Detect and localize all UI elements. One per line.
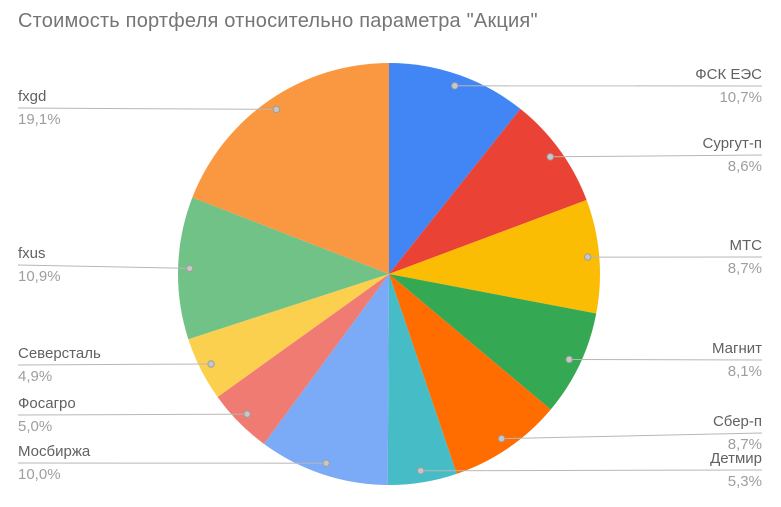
slice-label-percent-Детмир: 5,3%: [727, 473, 762, 490]
slice-label-percent-Мосбиржа: 10,0%: [18, 466, 61, 483]
leader-dot-Сургут-п: [546, 153, 554, 161]
leader-dot-Сбер-п: [497, 434, 506, 443]
pie-slice-Сбер-п[interactable]: [389, 274, 551, 474]
pie-slice-ФСК ЕЭС[interactable]: [389, 63, 521, 274]
leader-dot-Фосагро: [243, 410, 251, 418]
pie-slice-Магнит[interactable]: [389, 274, 597, 410]
slice-label-name-Сургут-п: Сургут-п: [702, 135, 762, 152]
chart-title: Стоимость портфеля относительно параметр…: [18, 10, 538, 32]
pie-slice-fxus[interactable]: [178, 197, 389, 340]
pie-slice-Сургут-п[interactable]: [389, 108, 587, 274]
slice-label-name-ФСК ЕЭС: ФСК ЕЭС: [695, 66, 762, 83]
slice-label-name-МТС: МТС: [729, 237, 763, 254]
slice-label-name-Северсталь: Северсталь: [18, 345, 101, 362]
leader-line-fxgd: [17, 107, 277, 110]
pie-slice-fxgd[interactable]: [192, 63, 389, 274]
leader-dot-ФСК ЕЭС: [451, 82, 459, 90]
slice-label-name-fxgd: fxgd: [18, 88, 47, 105]
leader-dot-fxus: [186, 264, 194, 273]
pie-slice-МТС[interactable]: [389, 200, 600, 314]
leader-line-Сбер-п: [501, 432, 763, 440]
leader-line-fxus: [17, 264, 190, 269]
pie-slice-Северсталь[interactable]: [188, 274, 389, 397]
pie-slice-Мосбиржа[interactable]: [263, 274, 389, 485]
slice-label-percent-МТС: 8,7%: [727, 260, 762, 277]
slice-label-percent-fxus: 10,9%: [18, 268, 61, 285]
leader-line-Детмир: [420, 469, 763, 472]
leader-dot-fxgd: [272, 105, 281, 114]
slice-label-name-Сбер-п: Сбер-п: [712, 413, 762, 430]
leader-dot-Северсталь: [207, 360, 215, 368]
leader-dot-МТС: [584, 253, 592, 261]
slice-label-name-fxus: fxus: [18, 245, 46, 262]
pie-slice-Детмир[interactable]: [387, 274, 457, 486]
slice-label-percent-Магнит: 8,1%: [727, 363, 762, 380]
slice-label-percent-Северсталь: 4,9%: [18, 368, 53, 385]
leader-dot-Магнит: [565, 355, 573, 364]
slice-label-name-Фосагро: Фосагро: [18, 395, 76, 412]
leader-line-Сургут-п: [550, 154, 763, 158]
slice-label-percent-Сбер-п: 8,7%: [727, 436, 762, 453]
leader-line-Магнит: [569, 359, 763, 361]
pie-slice-Фосагро[interactable]: [217, 274, 389, 444]
slice-label-percent-fxgd: 19,1%: [18, 111, 61, 128]
slice-label-name-Магнит: Магнит: [711, 340, 762, 357]
slice-label-percent-ФСК ЕЭС: 10,7%: [719, 89, 762, 106]
leader-line-Фосагро: [17, 413, 248, 416]
leader-line-Северсталь: [17, 363, 212, 366]
slice-label-name-Детмир: Детмир: [710, 450, 762, 467]
slice-label-percent-Фосагро: 5,0%: [18, 418, 53, 435]
leader-dot-Мосбиржа: [322, 459, 330, 467]
leader-dot-Детмир: [417, 467, 425, 475]
slice-label-name-Мосбиржа: Мосбиржа: [18, 443, 91, 460]
slice-label-percent-Сургут-п: 8,6%: [727, 158, 762, 175]
